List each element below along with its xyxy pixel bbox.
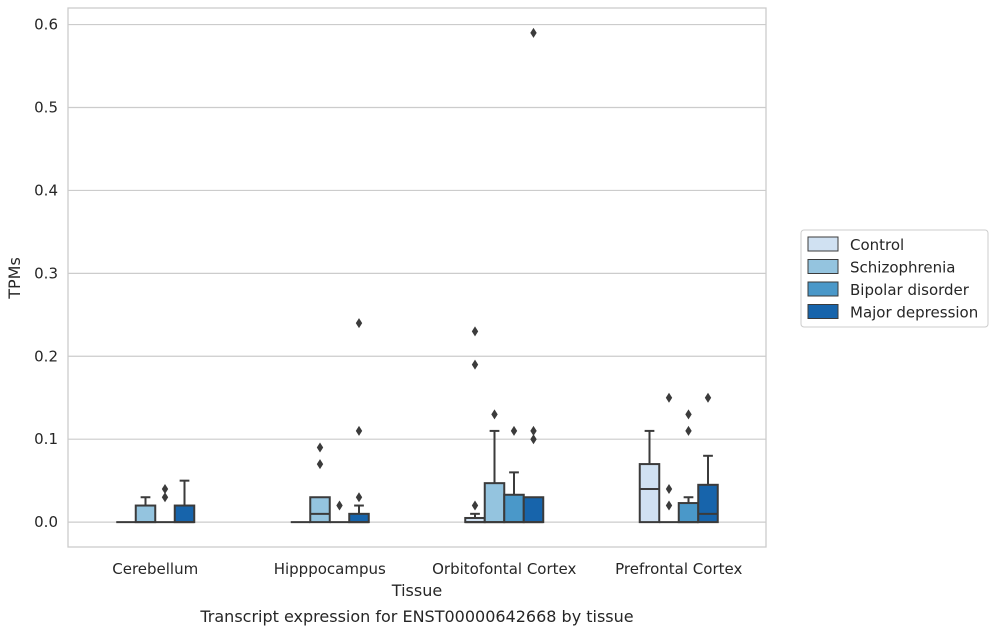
- box-3-0: [173, 479, 196, 524]
- legend-label: Control: [850, 236, 904, 254]
- box-1-2: [483, 409, 506, 524]
- outlier-point: [685, 425, 692, 436]
- box-2-2: [503, 425, 525, 524]
- outlier-point: [316, 459, 324, 470]
- legend-label: Bipolar disorder: [850, 281, 970, 299]
- outlier-point: [665, 500, 673, 511]
- outlier-point: [355, 425, 363, 436]
- x-tick-label: Hipppocampus: [274, 560, 386, 578]
- legend-label: Schizophrenia: [850, 259, 955, 277]
- outlier-point: [161, 483, 169, 494]
- legend-swatch: [807, 259, 839, 274]
- box-2-1: [329, 500, 350, 524]
- x-tick-labels: Cerebellum Hipppocampus Orbitofontal Corte…: [112, 560, 742, 578]
- y-tick-label: 0.3: [34, 264, 58, 282]
- box-3-1: [348, 318, 370, 524]
- y-tick-label: 0.6: [34, 16, 58, 34]
- box-3-3: [697, 392, 719, 524]
- box-body: [348, 512, 370, 524]
- box-body: [522, 496, 545, 524]
- box-body: [638, 463, 661, 524]
- outlier-point: [471, 500, 479, 511]
- legend-swatch: [807, 304, 839, 319]
- box-body: [309, 496, 331, 524]
- outlier-point: [355, 318, 363, 329]
- y-tick-label: 0.2: [34, 347, 58, 365]
- y-tick-label: 0.0: [34, 513, 58, 531]
- outlier-point: [665, 483, 673, 494]
- box-body: [503, 493, 525, 524]
- box-3-2: [522, 27, 545, 524]
- box-body: [483, 482, 506, 524]
- box-body: [173, 504, 196, 524]
- box-body: [697, 483, 719, 524]
- legend-items: Control Schizophrenia Bipolar disorder Majo…: [807, 236, 978, 322]
- box-body: [134, 504, 157, 524]
- box-0-2: [464, 326, 486, 524]
- outlier-point: [685, 409, 692, 420]
- outlier-point: [161, 492, 169, 503]
- box-2-3: [677, 409, 700, 524]
- y-tick-label: 0.1: [34, 430, 58, 448]
- box-2-0: [155, 483, 175, 524]
- legend-label: Major depression: [850, 304, 978, 322]
- outlier-point: [530, 27, 537, 38]
- legend-swatch: [807, 236, 839, 252]
- outlier-point: [471, 359, 479, 370]
- outlier-point: [491, 409, 498, 420]
- x-tick-label: Orbitofontal Cortex: [432, 560, 576, 578]
- outlier-point: [510, 425, 518, 436]
- outlier-point: [336, 500, 343, 511]
- outlier-point: [704, 392, 712, 403]
- grid-layer: [68, 23, 766, 523]
- legend-swatch: [807, 281, 839, 297]
- box-1-3: [659, 392, 679, 524]
- box-1-0: [134, 496, 157, 524]
- box-layer: [116, 27, 719, 524]
- legend-frame: [800, 229, 989, 328]
- plot-frame: [67, 7, 767, 548]
- x-tick-label: Prefrontal Cortex: [615, 560, 742, 578]
- outlier-point: [471, 326, 479, 337]
- y-axis-title: TPMs: [5, 257, 24, 300]
- outlier-point: [665, 392, 673, 403]
- x-axis-title: Tissue: [391, 581, 442, 600]
- box-0-3: [638, 429, 661, 524]
- outlier-point: [355, 492, 363, 503]
- box-body: [677, 502, 700, 524]
- y-tick-labels: 0.0 0.1 0.2 0.3 0.4 0.5 0.6: [34, 16, 58, 532]
- y-tick-label: 0.5: [34, 99, 58, 117]
- box-1-1: [309, 442, 331, 524]
- outlier-point: [530, 425, 537, 436]
- outlier-point: [530, 434, 537, 445]
- y-tick-label: 0.4: [34, 181, 58, 199]
- legend: Control Schizophrenia Bipolar disorder Majo…: [800, 229, 989, 328]
- chart-caption: Transcript expression for ENST0000064266…: [199, 607, 633, 626]
- outlier-point: [316, 442, 324, 453]
- x-tick-label: Cerebellum: [112, 560, 198, 578]
